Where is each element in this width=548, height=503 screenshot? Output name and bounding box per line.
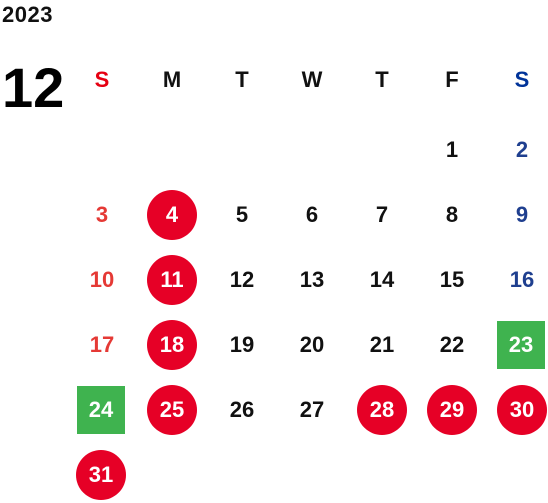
day-cell[interactable]: 14	[369, 267, 395, 292]
day-cell-holiday[interactable]: 11	[147, 255, 197, 305]
day-cell[interactable]: 19	[229, 332, 255, 357]
day-cell-holiday[interactable]: 18	[147, 320, 197, 370]
day-cell[interactable]: 12	[229, 267, 255, 292]
weekday-sunday: S	[94, 67, 110, 92]
calendar-month: 12	[2, 56, 65, 119]
weekday-saturday: S	[514, 67, 530, 92]
day-cell-holiday[interactable]: 29	[427, 385, 477, 435]
day-cell-holiday[interactable]: 31	[76, 450, 126, 500]
day-cell[interactable]: 7	[375, 202, 389, 227]
day-cell[interactable]: 9	[515, 202, 529, 227]
day-cell-highlight[interactable]: 23	[497, 321, 545, 369]
day-cell[interactable]: 10	[89, 267, 115, 292]
weekday-friday: F	[445, 67, 459, 92]
weekday-tuesday: T	[235, 67, 249, 92]
day-cell-highlight[interactable]: 24	[77, 386, 125, 434]
day-cell[interactable]: 26	[229, 397, 255, 422]
day-cell[interactable]: 21	[369, 332, 395, 357]
day-cell[interactable]: 16	[509, 267, 535, 292]
weekday-wednesday: W	[301, 67, 323, 92]
weekday-monday: M	[162, 67, 182, 92]
day-cell-holiday[interactable]: 25	[147, 385, 197, 435]
day-cell[interactable]: 8	[445, 202, 459, 227]
day-cell[interactable]: 22	[439, 332, 465, 357]
day-cell[interactable]: 20	[299, 332, 325, 357]
day-cell[interactable]: 15	[439, 267, 465, 292]
day-cell[interactable]: 2	[515, 137, 529, 162]
weekday-thursday: T	[375, 67, 389, 92]
day-cell[interactable]: 27	[299, 397, 325, 422]
day-cell[interactable]: 17	[89, 332, 115, 357]
day-cell[interactable]: 5	[235, 202, 249, 227]
day-cell[interactable]: 3	[95, 202, 109, 227]
day-cell-holiday[interactable]: 28	[357, 385, 407, 435]
day-cell-holiday[interactable]: 4	[147, 190, 197, 240]
day-cell-holiday[interactable]: 30	[497, 385, 547, 435]
calendar-year: 2023	[2, 2, 53, 27]
day-cell[interactable]: 13	[299, 267, 325, 292]
day-cell[interactable]: 6	[305, 202, 319, 227]
day-cell[interactable]: 1	[445, 137, 459, 162]
